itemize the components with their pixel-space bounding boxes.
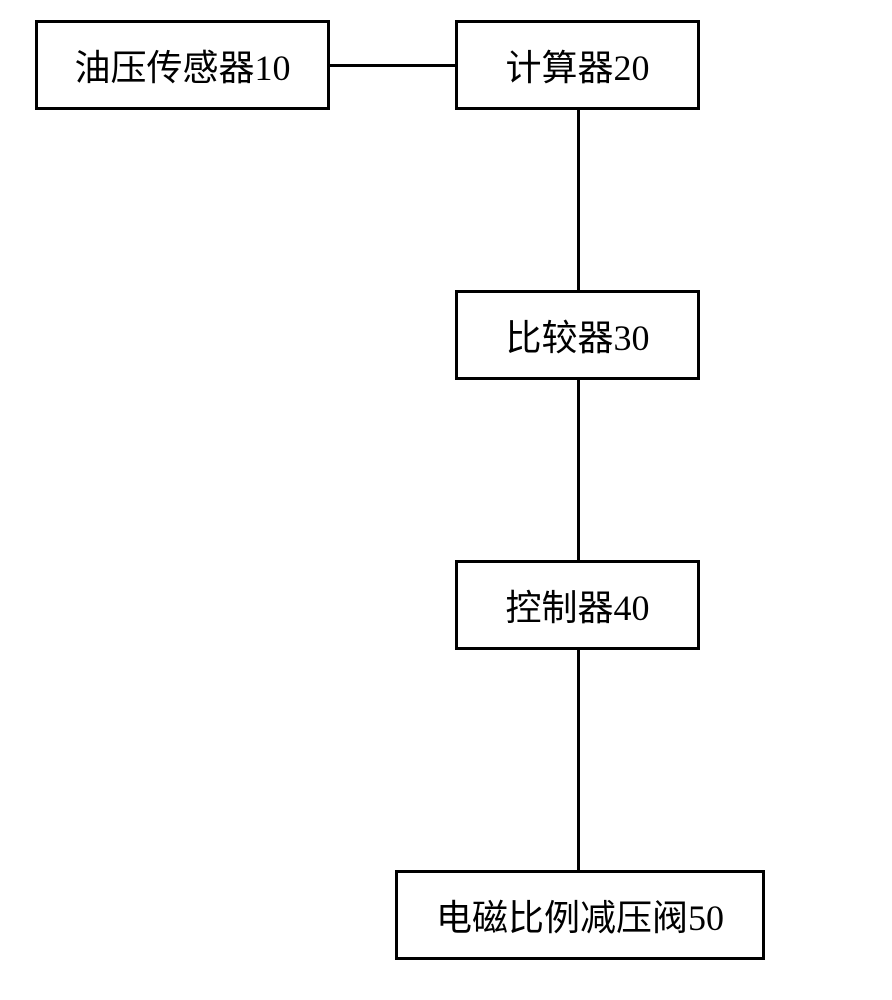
node-sensor: 油压传感器10 xyxy=(35,20,330,110)
edge-comparator-controller xyxy=(577,380,580,560)
node-calculator-label: 计算器20 xyxy=(505,39,649,91)
node-sensor-label: 油压传感器10 xyxy=(74,39,290,91)
node-controller-label: 控制器40 xyxy=(505,579,649,631)
node-valve-label: 电磁比例减压阀50 xyxy=(436,889,724,941)
node-calculator: 计算器20 xyxy=(455,20,700,110)
node-valve: 电磁比例减压阀50 xyxy=(395,870,765,960)
node-controller: 控制器40 xyxy=(455,560,700,650)
edge-controller-valve xyxy=(577,650,580,870)
edge-sensor-calculator xyxy=(330,64,455,67)
edge-calculator-comparator xyxy=(577,110,580,290)
node-comparator-label: 比较器30 xyxy=(505,309,649,361)
node-comparator: 比较器30 xyxy=(455,290,700,380)
